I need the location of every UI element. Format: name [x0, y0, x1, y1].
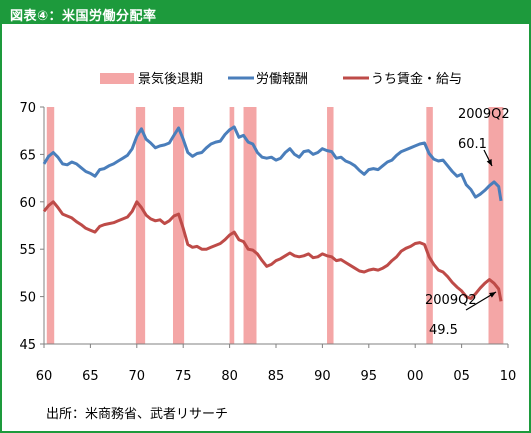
recession-band [229, 107, 235, 344]
x-tick-label: 75 [175, 369, 192, 384]
recession-band [426, 107, 433, 344]
x-tick-label: 90 [314, 369, 331, 384]
annotation-arrowhead [486, 159, 492, 166]
annotation-value: 60.1 [458, 137, 487, 152]
x-tick-label: 65 [82, 369, 99, 384]
legend-swatch-recession [100, 73, 134, 84]
chart-title: 図表④：米国労働分配率 [10, 9, 157, 24]
legend-label: 景気後退期 [138, 71, 203, 87]
y-tick-label: 55 [19, 243, 36, 258]
y-tick-label: 45 [19, 338, 36, 353]
annotation-period: 2009Q2 [425, 293, 477, 308]
x-tick-label: 05 [453, 369, 470, 384]
series-line [42, 125, 503, 202]
annotation-arrowhead [489, 292, 496, 298]
recession-band [46, 107, 55, 344]
recession-band [172, 107, 185, 344]
x-tick-label: 70 [129, 369, 146, 384]
annotation-value: 49.5 [429, 323, 458, 338]
recession-band [488, 107, 504, 344]
x-tick-label: 80 [221, 369, 238, 384]
y-tick-label: 50 [19, 291, 36, 306]
x-tick-label: 00 [407, 369, 424, 384]
x-tick-label: 10 [500, 369, 517, 384]
source-note: 出所：米商務省、武者リサーチ [46, 407, 229, 422]
series-line [42, 200, 503, 302]
x-tick-label: 95 [361, 369, 378, 384]
x-tick-label: 85 [268, 369, 285, 384]
recession-band [135, 107, 146, 344]
y-tick-label: 65 [19, 148, 36, 163]
annotation-period: 2009Q2 [458, 107, 510, 122]
x-tick-label: 60 [36, 369, 53, 384]
y-tick-label: 70 [19, 101, 36, 116]
legend-label: うち賃金・給与 [371, 71, 462, 87]
recession-band [327, 107, 334, 344]
title-bar: 図表④：米国労働分配率 [2, 2, 529, 24]
recession-band [243, 107, 257, 344]
legend-label: 労働報酬 [256, 72, 308, 87]
y-tick-label: 60 [19, 196, 36, 211]
